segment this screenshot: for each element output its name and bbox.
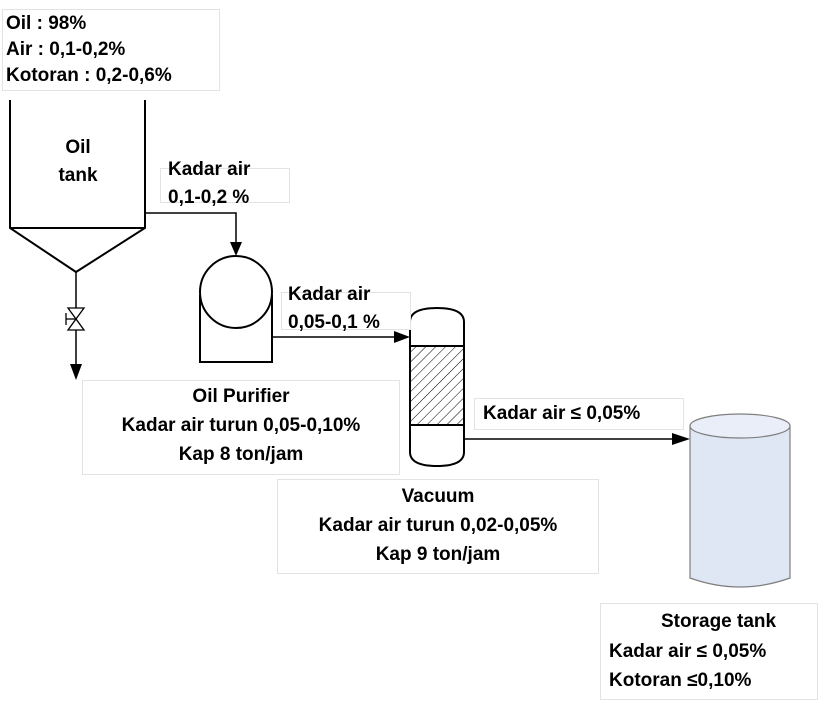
valve-icon <box>65 307 86 331</box>
purifier-arrowhead <box>230 242 242 256</box>
vacuum-arrowhead <box>394 331 410 343</box>
vacuum-info-box: Vacuum Kadar air turun 0,02-0,05% Kap 9 … <box>277 479 599 574</box>
pipe-to-purifier <box>145 212 237 245</box>
storage-arrowhead <box>672 433 690 445</box>
oil-tank-label-line2: tank <box>58 165 98 186</box>
oil-purifier-water-reduction: Kadar air turun 0,05-0,10% <box>121 415 361 436</box>
storage-tank-dirt-spec: Kotoran ≤0,10% <box>609 670 752 691</box>
composition-water-label: Air : 0,1-0,2% <box>6 39 126 60</box>
vacuum-title: Vacuum <box>401 486 475 507</box>
flow-to-purifier-line1: Kadar air <box>168 159 251 180</box>
storage-tank-water-spec: Kadar air ≤ 0,05% <box>609 641 767 662</box>
flow-to-vacuum-line2: 0,05-0,1 % <box>288 312 380 333</box>
composition-oil-label: Oil : 98% <box>6 13 87 34</box>
outlet-arrowhead <box>70 364 82 380</box>
flow-label-to-vacuum <box>281 292 411 330</box>
oil-purifier-info-box: Oil Purifier Kadar air turun 0,05-0,10% … <box>82 380 400 475</box>
composition-box: Oil : 98% Air : 0,1-0,2% Kotoran : 0,2-0… <box>2 9 220 91</box>
storage-tank-info-box: Storage tank Kadar air ≤ 0,05% Kotoran ≤… <box>600 603 818 700</box>
flow-label-to-purifier <box>160 168 290 203</box>
flow-to-vacuum-line1: Kadar air <box>288 284 371 305</box>
flow-label-to-storage: Kadar air ≤ 0,05% <box>474 398 684 430</box>
flow-to-purifier-line2: 0,1-0,2 % <box>168 187 250 208</box>
vacuum-water-reduction: Kadar air turun 0,02-0,05% <box>318 515 558 536</box>
oil-purifier-capacity: Kap 8 ton/jam <box>178 444 304 465</box>
storage-tank-title: Storage tank <box>661 611 777 632</box>
storage-tank-vessel <box>689 413 791 588</box>
composition-dirt-label: Kotoran : 0,2-0,6% <box>6 65 172 86</box>
flow-to-storage-text: Kadar air ≤ 0,05% <box>483 403 641 424</box>
oil-tank-label-line1: Oil <box>65 137 91 158</box>
vacuum-capacity: Kap 9 ton/jam <box>375 544 501 565</box>
oil-purifier-unit <box>199 255 273 363</box>
oil-purifier-title: Oil Purifier <box>192 386 290 407</box>
vacuum-column <box>409 306 465 468</box>
